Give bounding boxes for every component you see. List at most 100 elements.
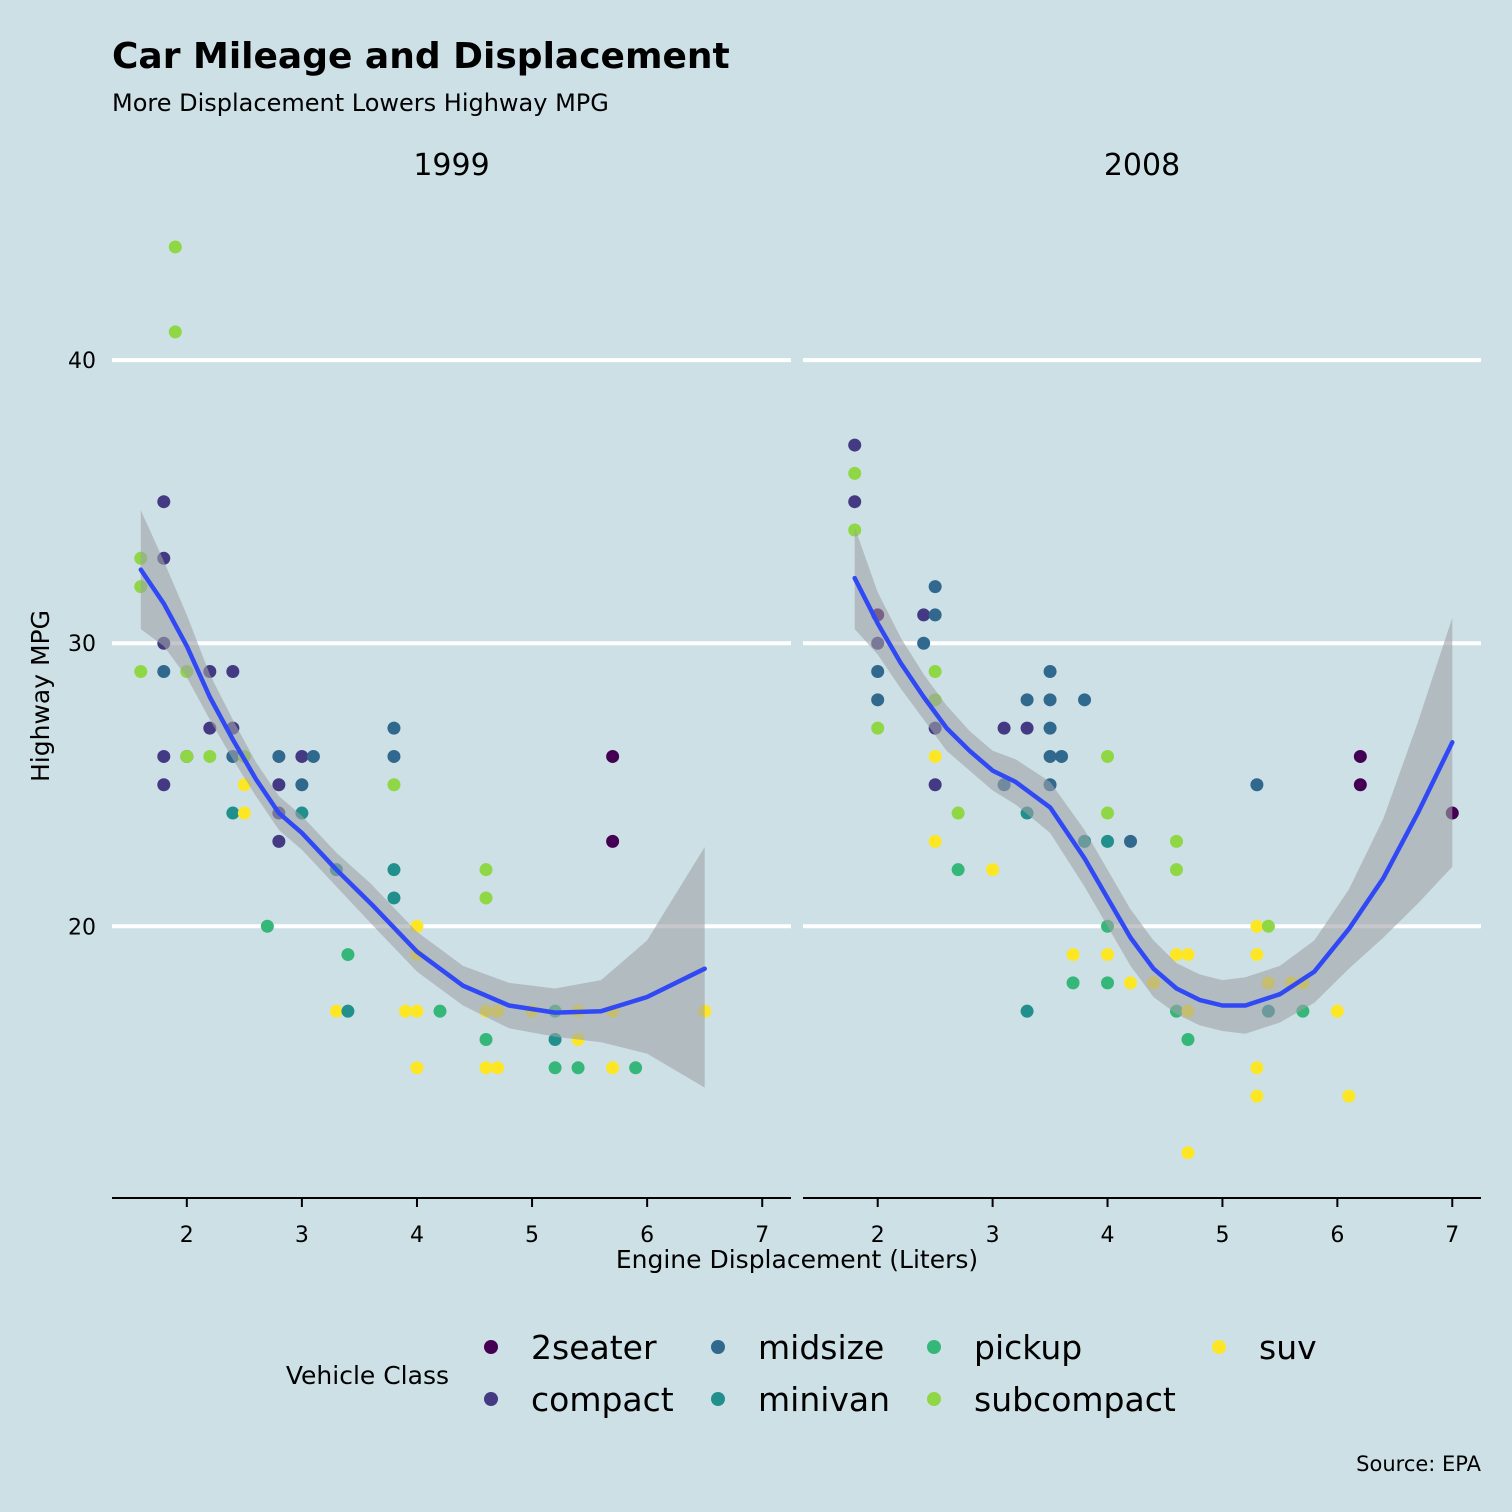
- caption: Source: EPA: [1356, 1452, 1481, 1476]
- legend-label: midsize: [758, 1328, 884, 1367]
- legend-key: [711, 1392, 725, 1406]
- data-point-midsize: [387, 721, 401, 735]
- data-point-2seater: [1353, 778, 1367, 792]
- data-point-subcompact: [168, 325, 182, 339]
- legend-item-pickup: pickup: [927, 1328, 1082, 1367]
- data-point-midsize: [871, 665, 885, 679]
- x-tick-label: 6: [1330, 1223, 1344, 1248]
- data-point-pickup: [629, 1061, 643, 1075]
- data-point-midsize: [1043, 721, 1057, 735]
- data-point-compact: [917, 608, 931, 622]
- legend-key: [711, 1340, 725, 1354]
- legend-key: [927, 1392, 941, 1406]
- legend-label: subcompact: [974, 1380, 1176, 1419]
- data-point-subcompact: [1101, 806, 1115, 820]
- data-point-subcompact: [848, 466, 862, 480]
- data-point-subcompact: [1101, 749, 1115, 763]
- data-point-subcompact: [168, 240, 182, 254]
- data-point-suv: [986, 863, 1000, 877]
- data-point-midsize: [1055, 749, 1069, 763]
- data-point-midsize: [295, 778, 309, 792]
- data-point-subcompact: [479, 863, 493, 877]
- data-point-subcompact: [134, 665, 148, 679]
- data-point-suv: [1101, 948, 1115, 962]
- data-point-suv: [1250, 919, 1264, 933]
- legend-key: [484, 1340, 498, 1354]
- y-tick-label: 20: [68, 915, 96, 940]
- data-point-pickup: [341, 948, 355, 962]
- data-point-compact: [157, 749, 171, 763]
- data-point-compact: [295, 749, 309, 763]
- legend-title: Vehicle Class: [286, 1361, 449, 1390]
- facet-panel-2008: 2008 2 3 4 5 6 7: [803, 148, 1481, 1248]
- data-point-suv: [606, 1061, 620, 1075]
- data-point-pickup: [260, 919, 274, 933]
- data-point-pickup: [1181, 1032, 1195, 1046]
- x-axis-title: Engine Displacement (Liters): [616, 1245, 978, 1274]
- legend-label: minivan: [758, 1380, 890, 1419]
- chart-title: Car Mileage and Displacement: [112, 36, 730, 77]
- data-point-midsize: [1124, 834, 1138, 848]
- data-point-subcompact: [871, 721, 885, 735]
- data-point-midsize: [1020, 693, 1034, 707]
- data-point-compact: [272, 834, 286, 848]
- data-point-subcompact: [928, 665, 942, 679]
- facet-panels: 1999 2 3 4 5 6 7 20 30 40 2008 2 3 4 5 6 7: [68, 148, 1481, 1248]
- data-point-suv: [1250, 1089, 1264, 1103]
- x-tick-label: 5: [1215, 1223, 1229, 1248]
- legend-item-subcompact: subcompact: [927, 1380, 1176, 1419]
- data-point-midsize: [928, 580, 942, 594]
- x-tick-label: 4: [1101, 1223, 1115, 1248]
- y-tick-label: 40: [68, 349, 96, 374]
- legend-item-suv: suv: [1212, 1328, 1317, 1367]
- data-point-midsize: [1043, 665, 1057, 679]
- x-tick-label: 5: [525, 1223, 539, 1248]
- data-point-compact: [928, 778, 942, 792]
- data-point-suv: [1250, 1061, 1264, 1075]
- data-point-pickup: [951, 863, 965, 877]
- y-tick-label: 30: [68, 632, 96, 657]
- confidence-ribbon: [140, 510, 705, 1088]
- data-point-pickup: [433, 1004, 447, 1018]
- data-point-compact: [848, 495, 862, 509]
- x-tick-label: 7: [755, 1223, 769, 1248]
- data-point-midsize: [1043, 693, 1057, 707]
- facet-strip-label: 1999: [413, 148, 489, 183]
- data-point-2seater: [606, 834, 620, 848]
- x-tick-label: 6: [640, 1223, 654, 1248]
- legend: Vehicle Class 2seater compact midsize miniv…: [286, 1328, 1317, 1419]
- x-tick-label: 4: [410, 1223, 424, 1248]
- data-point-suv: [928, 749, 942, 763]
- legend-label: 2seater: [531, 1328, 657, 1367]
- legend-item-minivan: minivan: [711, 1380, 890, 1419]
- data-point-suv: [410, 1061, 424, 1075]
- data-point-compact: [1020, 721, 1034, 735]
- data-point-subcompact: [203, 749, 217, 763]
- data-point-compact: [157, 495, 171, 509]
- data-point-midsize: [871, 693, 885, 707]
- data-point-midsize: [928, 608, 942, 622]
- legend-key: [927, 1340, 941, 1354]
- data-point-compact: [272, 778, 286, 792]
- data-point-suv: [1181, 948, 1195, 962]
- data-point-minivan: [387, 863, 401, 877]
- data-point-midsize: [1043, 749, 1057, 763]
- legend-label: pickup: [974, 1328, 1082, 1367]
- y-axis-title: Highway MPG: [26, 610, 55, 782]
- legend-label: suv: [1259, 1328, 1317, 1367]
- data-point-minivan: [341, 1004, 355, 1018]
- legend-key: [484, 1392, 498, 1406]
- data-point-suv: [491, 1061, 505, 1075]
- data-point-compact: [848, 438, 862, 452]
- x-tick-label: 2: [871, 1223, 885, 1248]
- data-point-suv: [1250, 948, 1264, 962]
- data-point-minivan: [387, 891, 401, 905]
- data-point-suv: [329, 1004, 343, 1018]
- data-point-suv: [1181, 1146, 1195, 1160]
- legend-item-midsize: midsize: [711, 1328, 884, 1367]
- data-point-2seater: [606, 749, 620, 763]
- data-point-midsize: [1078, 693, 1092, 707]
- smooth-line: [138, 567, 707, 1015]
- data-point-midsize: [1250, 778, 1264, 792]
